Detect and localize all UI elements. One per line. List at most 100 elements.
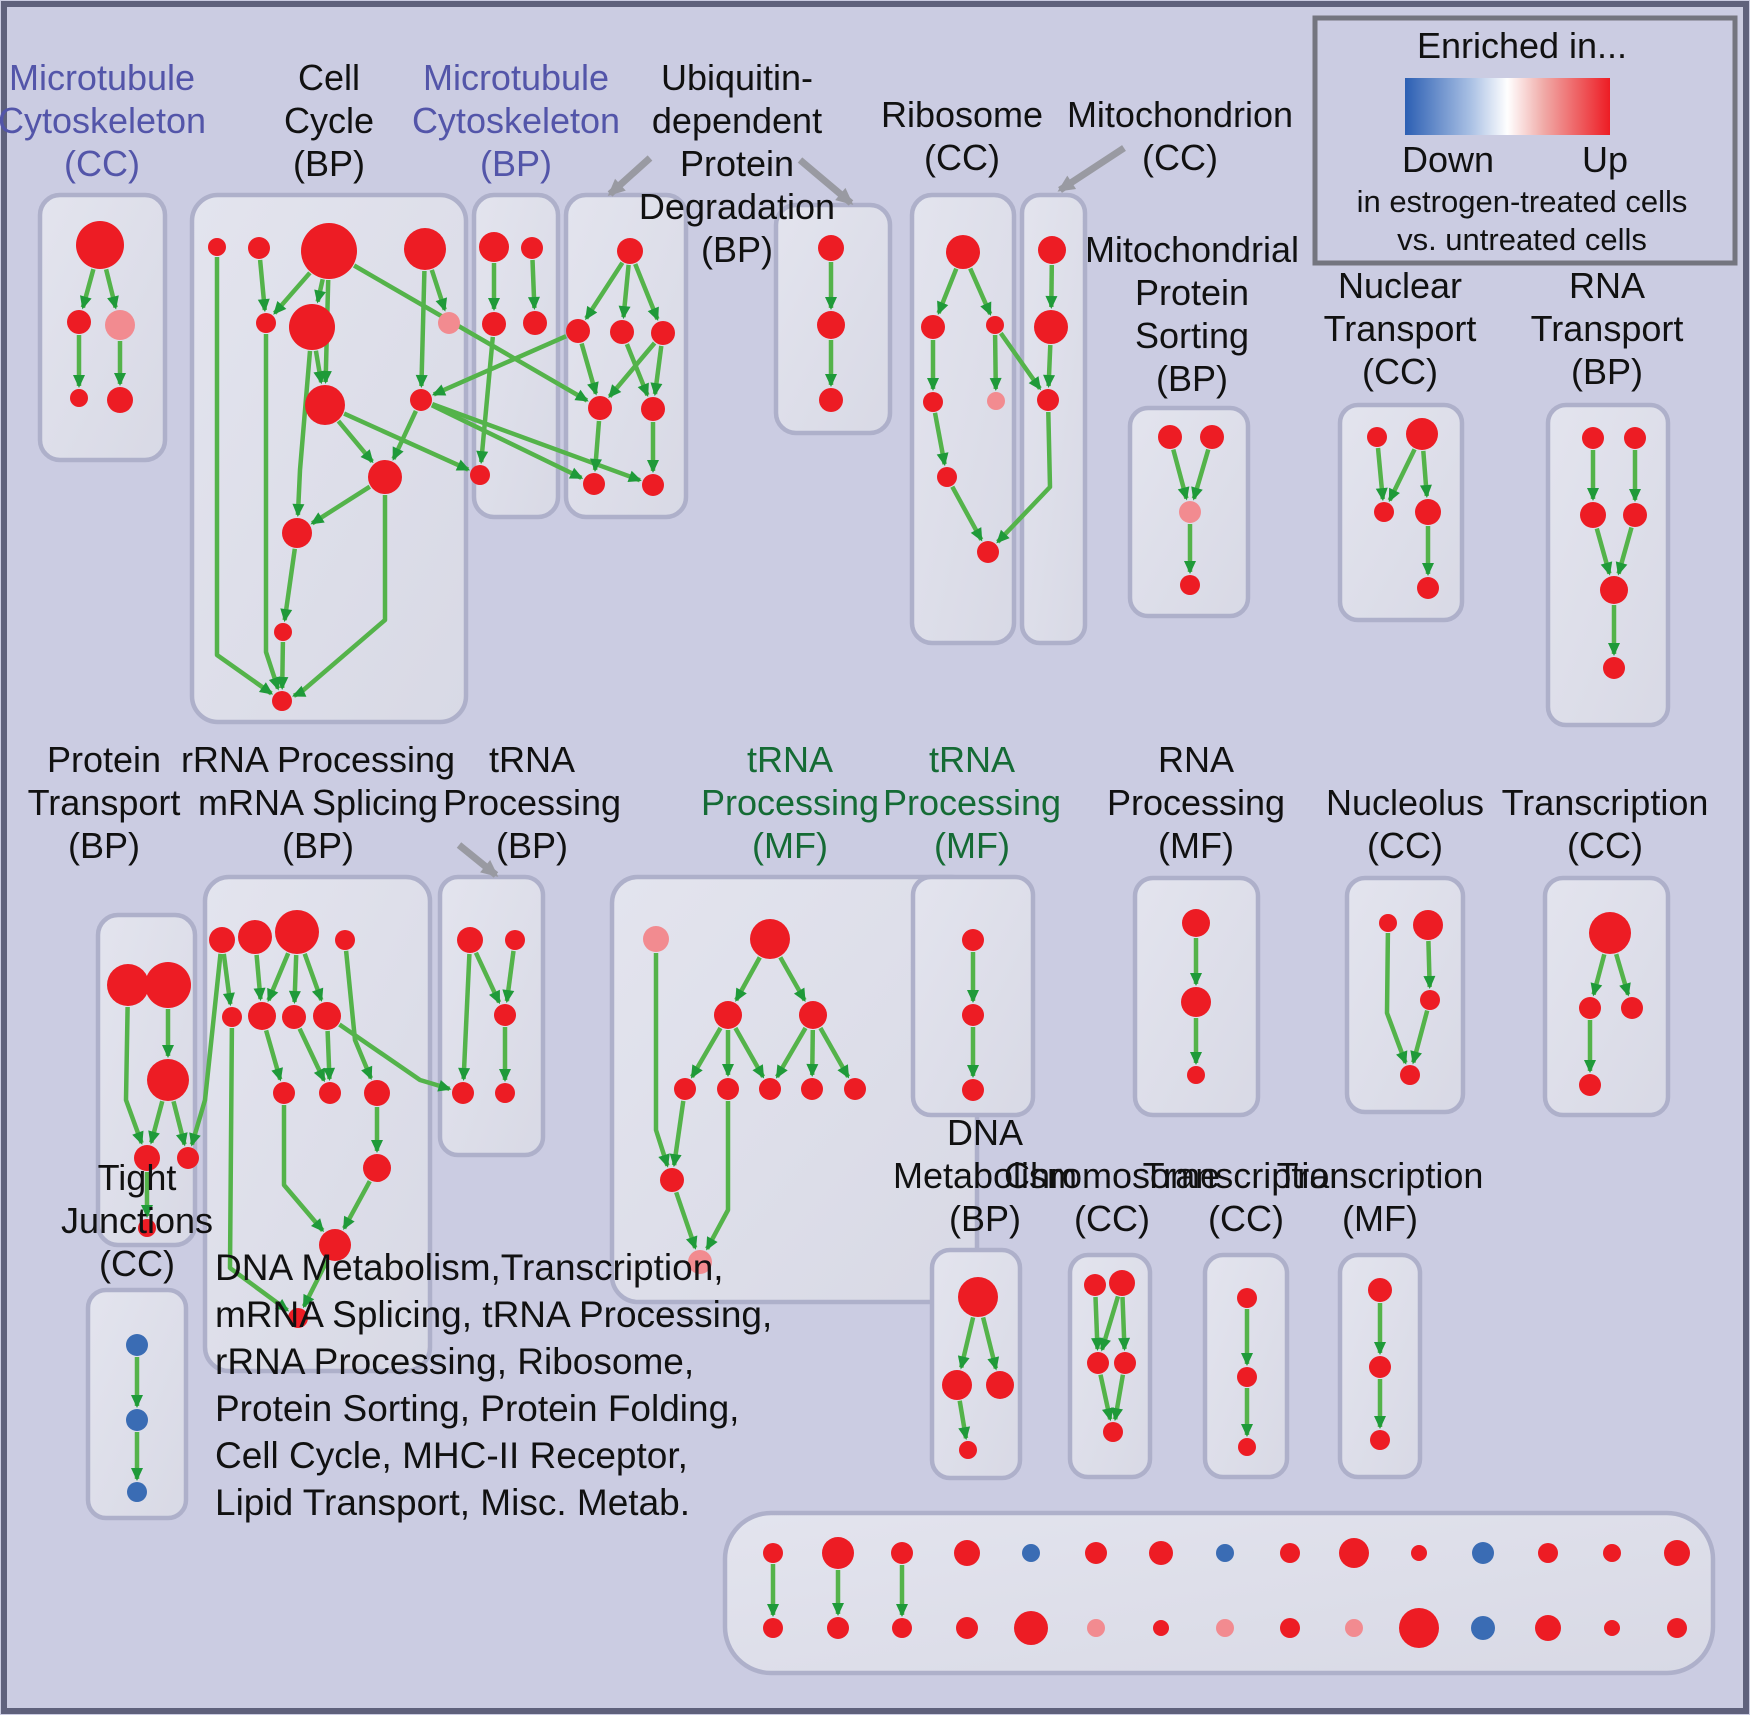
node-rt6: [1603, 657, 1625, 679]
node-mxt13: [1538, 1543, 1558, 1563]
edge-ua4-ua5: [607, 341, 657, 399]
legend-subtitle-2: vs. untreated cells: [1397, 222, 1647, 257]
edge-rb3-mt3: [998, 331, 1042, 391]
node-nt2: [1406, 418, 1438, 450]
edge-tm4-tm9: [818, 1026, 851, 1079]
edge-tm2-tm4: [778, 956, 807, 1002]
node-dm1: [958, 1277, 998, 1317]
edge-cca-ccm: [214, 257, 274, 696]
edge-rb1-rb2: [936, 267, 959, 315]
node-mxt8: [1216, 1544, 1234, 1562]
node-ch5: [1103, 1422, 1123, 1442]
edge-ua4-ua6: [650, 345, 664, 397]
cluster-label-protein-transport-bp: Protein Transport (BP): [28, 739, 181, 866]
node-nt3: [1374, 502, 1394, 522]
node-ta1: [1237, 1288, 1257, 1308]
node-cca: [208, 238, 226, 256]
node-mxb9: [1280, 1618, 1300, 1638]
cluster-label-microtubule-cytoskeleton-cc: Microtubule Cytoskeleton (CC): [0, 57, 206, 184]
node-ub2: [817, 311, 845, 339]
node-ua2: [566, 319, 590, 343]
node-ccg: [438, 312, 460, 334]
node-mxt15: [1664, 1540, 1690, 1566]
cluster-label-cell-cycle-bp: Cell Cycle (BP): [284, 57, 374, 184]
cluster-label-transcription-cc-2: Transcription (CC): [1143, 1155, 1350, 1239]
node-tm1: [643, 926, 669, 952]
edge-ch2-ch3: [1099, 1295, 1121, 1352]
edge-rt4-rt5: [1615, 526, 1634, 576]
edge-rr1-rr5: [221, 953, 235, 1007]
node-mxt6: [1085, 1542, 1107, 1564]
node-ua1: [617, 238, 643, 264]
node-rb1: [946, 235, 980, 269]
node-nu2: [1413, 910, 1443, 940]
ubiquitin-pointer-right: [797, 157, 854, 206]
node-mxb2: [827, 1617, 849, 1639]
cluster-label-dna-metabolism-bp: DNA Metabolism (BP): [893, 1112, 1077, 1239]
cluster-label-chromosome-cc: Chromosome (CC): [1004, 1155, 1220, 1239]
node-mt3: [1037, 389, 1059, 411]
edge-rr7-rr10: [297, 1027, 327, 1083]
edge-ccc-cce: [272, 271, 312, 315]
node-ta3: [1238, 1438, 1256, 1456]
node-ua5: [588, 396, 612, 420]
edge-nu3-nu4: [1410, 1010, 1430, 1065]
node-ch3: [1087, 1352, 1109, 1374]
cluster-label-ribosome-cc: Ribosome (CC): [881, 94, 1043, 178]
edge-rr13-rr14: [301, 1259, 330, 1309]
node-pt4: [134, 1145, 160, 1171]
cluster-label-microtubule-cytoskeleton-bp: Microtubule Cytoskeleton (BP): [412, 57, 620, 184]
node-nt5: [1417, 577, 1439, 599]
node-nu3: [1420, 990, 1440, 1010]
node-cce: [256, 313, 276, 333]
node-rr5: [222, 1007, 242, 1027]
node-rb2: [921, 315, 945, 339]
cluster-box-chromosome-cc: [1067, 1252, 1153, 1480]
edge-ua5-ua7: [589, 420, 602, 472]
edge-tb1-tb3: [473, 951, 502, 1005]
edge-rr1-pt5: [189, 953, 223, 1147]
cluster-box-transcription-cc: [1542, 875, 1671, 1118]
legend-subtitle-1: in estrogen-treated cells: [1357, 184, 1688, 219]
edge-ch1-ch3: [1091, 1296, 1104, 1351]
node-mxt2: [822, 1537, 854, 1569]
misc-categories-annotation: DNA Metabolism,Transcription, mRNA Splici…: [215, 1247, 772, 1523]
cluster-label-rna-processing-mf: RNA Processing (MF): [1107, 739, 1285, 866]
node-tm10: [660, 1168, 684, 1192]
edge-mb3-mb5: [476, 336, 496, 465]
node-mxt10: [1339, 1538, 1369, 1568]
edge-ua1-ua4: [633, 263, 660, 321]
node-rr12: [363, 1154, 391, 1182]
node-mc3: [105, 310, 135, 340]
node-ccc: [301, 223, 357, 279]
node-tc1: [1589, 912, 1631, 954]
cluster-box-nuclear-transport-cc: [1337, 402, 1465, 623]
node-ccj: [368, 460, 402, 494]
edge-nt2-nt3: [1387, 448, 1417, 503]
edge-mc1-mc2: [80, 268, 96, 310]
node-mb3: [482, 312, 506, 336]
node-mxb10: [1345, 1619, 1363, 1637]
node-pt5: [177, 1147, 199, 1169]
node-rt4: [1623, 503, 1647, 527]
cluster-label-transcription-cc: Transcription (CC): [1502, 782, 1709, 866]
node-tc4: [1579, 1074, 1601, 1096]
ubiquitin-pointer-left: [607, 155, 653, 197]
trna-bp-pointer: [456, 842, 499, 878]
node-mxt11: [1411, 1545, 1427, 1561]
edge-ccj-ccm: [292, 495, 388, 698]
node-mxt7: [1149, 1541, 1173, 1565]
edge-tm4-tm8: [806, 1029, 819, 1077]
node-pt3: [147, 1059, 189, 1101]
legend-gradient-bar: [1405, 78, 1610, 135]
node-tn3: [962, 1079, 984, 1101]
edge-nt1-nt3: [1375, 447, 1388, 502]
node-mxb11: [1399, 1608, 1439, 1648]
edge-tm6-tm11: [705, 1101, 731, 1251]
edge-tm3-tm7: [733, 1026, 766, 1079]
node-pt2: [145, 962, 191, 1008]
edge-rt3-rt5: [1594, 527, 1613, 576]
node-tb1: [457, 927, 483, 953]
node-rt1: [1582, 427, 1604, 449]
